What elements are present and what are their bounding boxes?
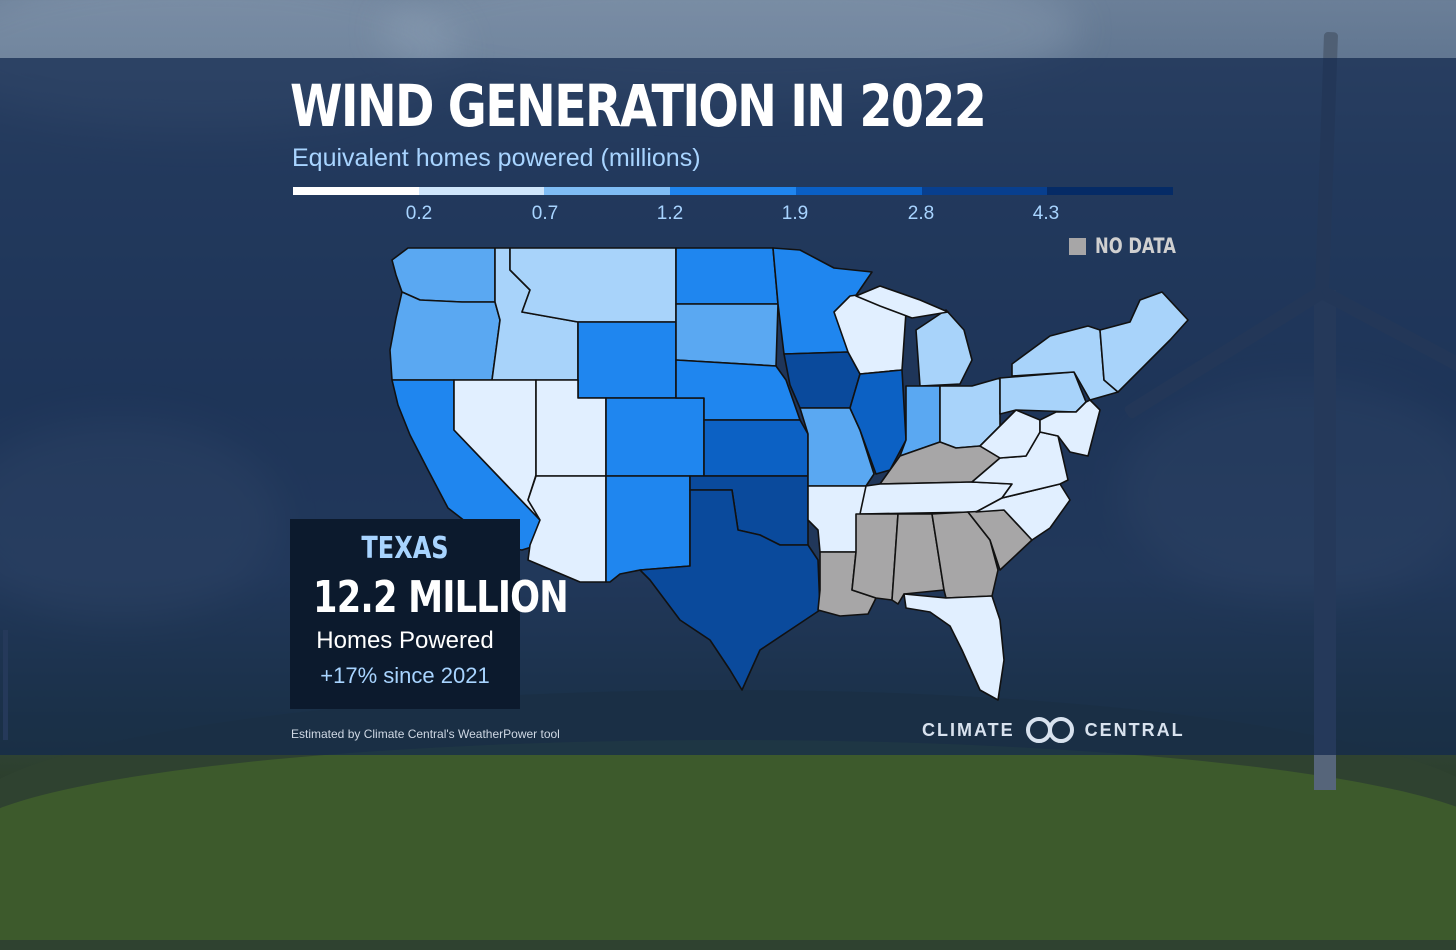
state-ia <box>783 351 861 409</box>
state-ne-region <box>1099 291 1189 393</box>
legend-tick: 2.8 <box>907 203 935 224</box>
callout-caption: Homes Powered <box>316 627 494 654</box>
state-callout: TEXAS 12.2 MILLION Homes Powered +17% si… <box>290 519 569 709</box>
state-wv <box>979 409 1041 459</box>
state-mid-atlantic <box>1039 399 1101 457</box>
legend-subtitle: Equivalent homes powered (millions) <box>292 144 701 172</box>
legend-tick: 0.7 <box>531 203 559 224</box>
no-data-label: NO DATA <box>1095 234 1176 258</box>
legend-tick: 1.2 <box>656 203 684 224</box>
state-mi-up <box>855 285 949 319</box>
legend-swatch <box>544 187 671 195</box>
state-or <box>389 291 501 381</box>
state-nm <box>605 475 691 583</box>
state-co <box>605 397 705 477</box>
callout-change: +17% since 2021 <box>320 663 490 688</box>
state-wi <box>833 291 907 375</box>
legend-tick: 0.2 <box>405 203 433 224</box>
legend-tick: 4.3 <box>1032 203 1060 224</box>
no-data-swatch <box>1069 237 1086 255</box>
state-fl <box>903 593 1005 701</box>
state-ms <box>851 513 899 601</box>
legend-color-scale <box>293 187 1174 195</box>
legend-swatch <box>670 187 796 195</box>
legend-tick: 1.9 <box>781 203 809 224</box>
page-title: WIND GENERATION IN 2022 <box>290 72 987 140</box>
source-note: Estimated by Climate Central's WeatherPo… <box>291 727 560 741</box>
state-sd <box>675 303 779 367</box>
logo-rings-icon <box>1025 717 1074 743</box>
legend-swatch <box>921 187 1048 195</box>
legend-swatch <box>1047 187 1174 195</box>
callout-value: 12.2 MILLION <box>313 572 569 623</box>
us-map <box>389 247 1189 701</box>
state-nd <box>675 247 779 305</box>
state-tx <box>639 489 821 691</box>
callout-state: TEXAS <box>361 531 449 566</box>
state-ks <box>703 419 809 477</box>
logo-word-1: CLIMATE <box>922 719 1015 740</box>
state-wy <box>577 321 677 399</box>
legend-swatch <box>293 187 419 195</box>
no-data-legend: NO DATA <box>1069 234 1199 258</box>
state-mt <box>509 247 677 323</box>
climate-central-logo: CLIMATE CENTRAL <box>922 716 1185 744</box>
legend-swatch <box>795 187 922 195</box>
logo-word-2: CENTRAL <box>1084 719 1185 740</box>
state-il <box>849 369 907 475</box>
state-mi <box>915 309 973 387</box>
legend-swatch <box>418 187 545 195</box>
state-az <box>527 475 607 583</box>
state-pa <box>999 371 1087 415</box>
